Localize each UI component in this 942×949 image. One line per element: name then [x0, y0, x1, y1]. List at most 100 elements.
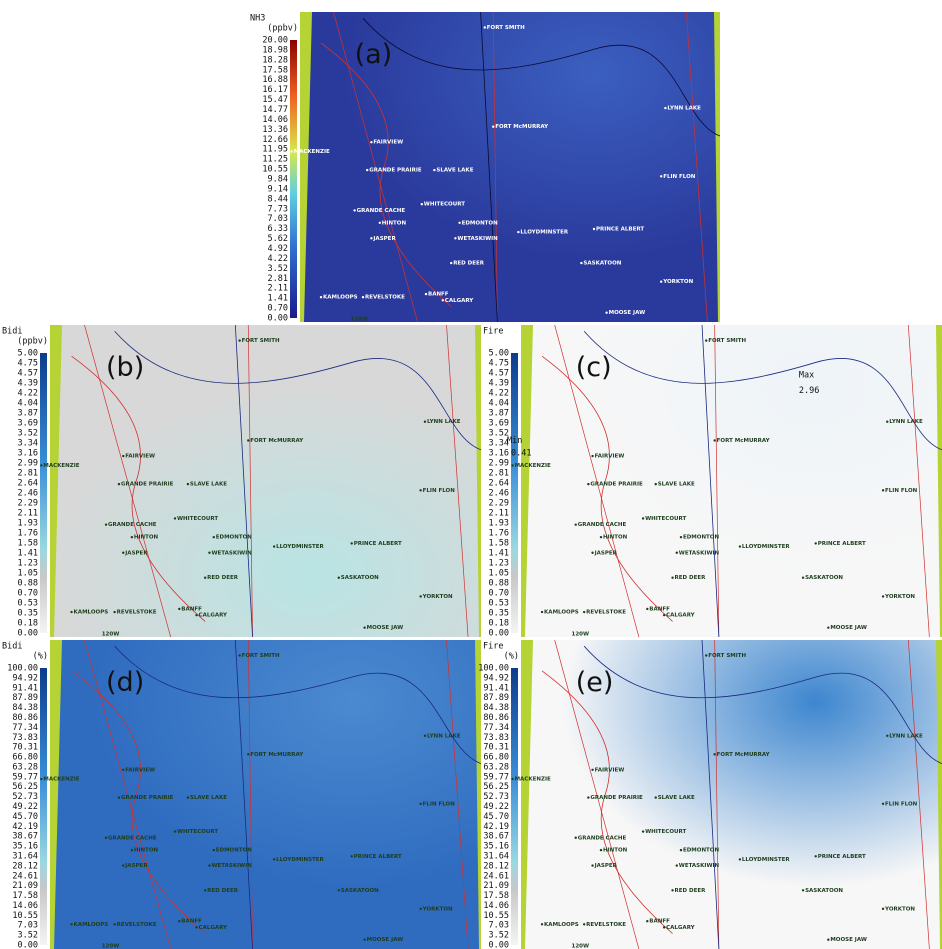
- colorbar-tick: 87.89: [483, 693, 509, 703]
- city-marker: [583, 923, 585, 925]
- colorbar-variable: Fire: [483, 327, 503, 337]
- city-label: WHITECOURT: [645, 829, 686, 835]
- city-marker: [247, 753, 249, 755]
- colorbar-tick: 7.03: [18, 921, 38, 931]
- city-label: EDMONTON: [462, 220, 499, 226]
- city-marker: [642, 830, 644, 832]
- colorbar-tick: 9.14: [268, 184, 288, 194]
- colorbar-tick: 1.23: [18, 559, 38, 569]
- city-label: WHITECOURT: [177, 516, 218, 522]
- city-label: FORT SMITH: [708, 653, 746, 659]
- colorbar-unit: (ppbv): [17, 337, 48, 347]
- city-marker: [541, 923, 543, 925]
- city-marker: [739, 858, 741, 860]
- city-marker: [660, 175, 662, 177]
- colorbar: [511, 668, 518, 945]
- city-label: JASPER: [594, 863, 618, 869]
- city-marker: [575, 523, 577, 525]
- colorbar-tick: 3.16: [489, 449, 509, 459]
- colorbar-tick: 18.98: [262, 45, 288, 55]
- colorbar-tick: 3.52: [489, 931, 509, 941]
- colorbar-tick: 0.00: [18, 629, 38, 639]
- colorbar-tick: 3.69: [489, 419, 509, 429]
- city-label: CALGARY: [445, 298, 475, 304]
- colorbar-tick: 84.38: [483, 703, 509, 713]
- city-label: MOOSE JAW: [367, 625, 404, 631]
- city-label: LYNN LAKE: [427, 733, 461, 739]
- city-marker: [131, 849, 133, 851]
- panel-letter: (e): [576, 667, 614, 698]
- city-marker: [815, 542, 817, 544]
- city-label: EDMONTON: [216, 848, 253, 854]
- panel-letter: (b): [106, 352, 144, 383]
- city-label: BANFF: [181, 919, 202, 925]
- panel: NH3(ppbv)20.0018.9818.2817.5816.8816.171…: [248, 12, 720, 324]
- city-label: GRANDE CACHE: [578, 835, 627, 841]
- city-marker: [238, 654, 240, 656]
- city-marker: [40, 464, 42, 466]
- city-label: GRANDE PRAIRIE: [121, 795, 174, 801]
- city-marker: [433, 169, 435, 171]
- city-marker: [575, 837, 577, 839]
- colorbar-unit: (%): [33, 652, 48, 662]
- colorbar-tick: 59.77: [12, 772, 38, 782]
- colorbar-tick: 3.69: [18, 419, 38, 429]
- city-label: MOOSE JAW: [609, 310, 646, 316]
- colorbar-tick: 3.16: [18, 449, 38, 459]
- colorbar-tick: 4.57: [489, 369, 509, 379]
- city-marker: [174, 517, 176, 519]
- city-label: SASKATOON: [805, 575, 843, 581]
- colorbar-tick: 0.70: [18, 589, 38, 599]
- city-label: JASPER: [594, 550, 618, 556]
- city-marker: [105, 523, 107, 525]
- city-marker: [353, 209, 355, 211]
- colorbar-tick: 3.87: [18, 409, 38, 419]
- city-label: CALGARY: [199, 613, 229, 619]
- colorbar-tick: 21.09: [483, 881, 509, 891]
- city-marker: [671, 889, 673, 891]
- city-marker: [338, 889, 340, 891]
- meridian-label: 120W: [102, 944, 120, 949]
- city-marker: [655, 483, 657, 485]
- city-label: CALGARY: [666, 613, 696, 619]
- meridian-label: 120W: [350, 317, 368, 323]
- colorbar-tick: 2.46: [18, 489, 38, 499]
- city-marker: [882, 908, 884, 910]
- colorbar-tick: 56.25: [12, 782, 38, 792]
- city-marker: [882, 489, 884, 491]
- city-label: FORT McMURRAY: [250, 752, 304, 758]
- city-marker: [419, 489, 421, 491]
- colorbar-tick: 7.73: [268, 204, 288, 214]
- city-marker: [660, 281, 662, 283]
- colorbar-tick: 0.88: [489, 579, 509, 589]
- city-label: BANFF: [428, 292, 449, 298]
- colorbar-tick: 0.88: [18, 579, 38, 589]
- city-marker: [587, 796, 589, 798]
- city-marker: [484, 26, 486, 28]
- colorbar-tick: 1.58: [18, 539, 38, 549]
- city-marker: [379, 222, 381, 224]
- city-marker: [204, 577, 206, 579]
- city-label: LLOYDMINSTER: [520, 230, 568, 236]
- city-marker: [370, 141, 372, 143]
- city-marker: [580, 262, 582, 264]
- colorbar-tick: 2.29: [18, 499, 38, 509]
- city-marker: [419, 908, 421, 910]
- city-marker: [676, 552, 678, 554]
- city-label: HINTON: [134, 535, 159, 541]
- city-label: RED DEER: [675, 575, 707, 581]
- city-label: FORT McMURRAY: [495, 124, 549, 130]
- city-label: LLOYDMINSTER: [276, 857, 324, 863]
- meridian-label: 120W: [572, 632, 590, 638]
- city-label: PRINCE ALBERT: [818, 854, 866, 860]
- colorbar-tick: 18.28: [262, 55, 288, 65]
- city-marker: [421, 203, 423, 205]
- colorbar-tick: 73.83: [483, 733, 509, 743]
- city-label: PRINCE ALBERT: [596, 227, 644, 233]
- city-marker: [290, 150, 292, 152]
- city-marker: [705, 654, 707, 656]
- city-label: HINTON: [603, 848, 628, 854]
- city-label: GRANDE PRAIRIE: [369, 168, 422, 174]
- city-label: LLOYDMINSTER: [742, 544, 790, 550]
- colorbar-tick: 4.92: [268, 244, 288, 254]
